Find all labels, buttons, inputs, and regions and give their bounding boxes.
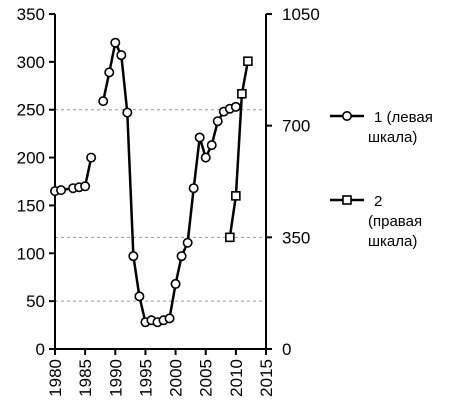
y-right-tick-label: 1050: [282, 5, 320, 24]
series-1-point: [206, 140, 217, 151]
series-2-line: [228, 60, 250, 238]
x-tick-label: 2005: [197, 359, 216, 397]
series-1-point: [194, 132, 205, 143]
series-2-point: [225, 232, 235, 243]
series-1-point: [98, 96, 109, 107]
x-tick-label: 2000: [167, 359, 186, 397]
series-1-point: [134, 291, 145, 302]
series-2-point: [237, 88, 247, 99]
series-1-point: [200, 152, 211, 163]
series-1-point: [86, 152, 97, 163]
series-1-line: [101, 41, 237, 324]
series-1-point: [128, 251, 139, 262]
series-1-point: [164, 313, 175, 324]
x-tick-label: 2010: [227, 359, 246, 397]
y-right-tick-label: 700: [282, 117, 310, 136]
legend-item-2-label: 2: [374, 193, 382, 210]
series-1-point: [122, 107, 133, 118]
series-2-point: [243, 56, 253, 67]
legend-item-1-label: 1 (левая: [374, 109, 433, 126]
series-1-point: [104, 67, 115, 78]
series-1-point: [80, 181, 91, 192]
y-left-tick-label: 50: [26, 292, 45, 311]
series-1-point: [212, 116, 223, 127]
series-1-point: [188, 183, 199, 194]
series-1-point: [176, 251, 187, 262]
x-tick-label: 1990: [106, 359, 125, 397]
y-left-tick-label: 200: [17, 149, 45, 168]
legend-item-2-label: (правая: [368, 213, 422, 230]
series-1-point: [230, 101, 241, 112]
legend-item-1-marker: [341, 111, 352, 122]
x-tick-label: 2015: [257, 359, 276, 397]
legend: 1 (левая шкала) 2 (правая шкала): [330, 109, 433, 250]
series-1-point: [56, 185, 67, 196]
legend-item-2-marker: [342, 195, 352, 205]
series-1-point: [170, 278, 181, 289]
y-left-tick-label: 300: [17, 53, 45, 72]
y-left-tick-label: 250: [17, 101, 45, 120]
y-left-tick-label: 350: [17, 5, 45, 24]
series-2-point: [231, 191, 241, 201]
axes-layer: 0 50 100 150 200 250 300 350 0 350 700 1050 1980 1985…: [17, 5, 320, 397]
y-left-tick-label: 0: [36, 340, 45, 359]
series-1-point: [110, 37, 121, 48]
x-tick-label: 1980: [46, 359, 65, 397]
legend-item-2-label: шкала): [368, 233, 417, 250]
x-tick-label: 1985: [76, 359, 95, 397]
series-1-point: [116, 50, 127, 61]
x-tick-label: 1995: [136, 359, 155, 397]
legend-item-1-label: шкала): [368, 129, 417, 146]
series-layer: [49, 37, 253, 328]
y-left-tick-label: 100: [17, 244, 45, 263]
series-1-point: [182, 237, 193, 248]
y-right-tick-label: 350: [282, 228, 310, 247]
y-left-tick-label: 150: [17, 196, 45, 215]
y-right-tick-label: 0: [282, 340, 291, 359]
